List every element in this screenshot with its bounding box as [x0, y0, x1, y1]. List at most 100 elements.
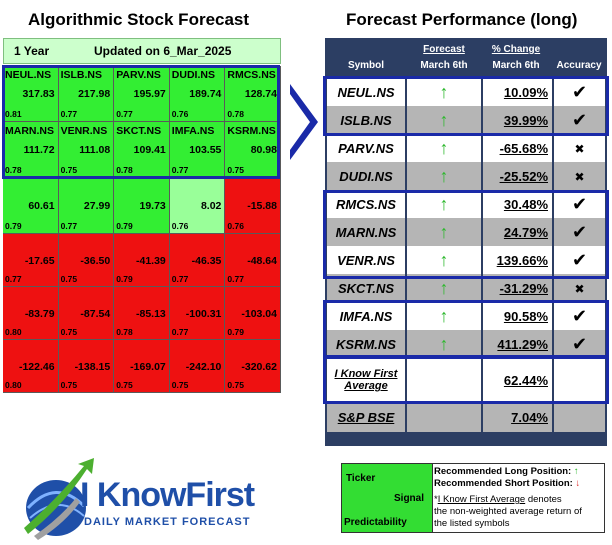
performance-row: VENR.NS ↑ 139.66% ✔	[327, 246, 605, 275]
forecast-cell: PARV.NS 195.97 0.77	[114, 66, 170, 122]
cell-predictability: 0.75	[116, 380, 133, 390]
arrow-up-icon: ↑	[439, 138, 449, 158]
average-forecast-cell	[407, 359, 481, 401]
cell-signal: -169.07	[130, 360, 166, 373]
legend-long-text: Recommended Long Position:	[434, 466, 572, 477]
forecast-cell: VENR.NS 111.08 0.75	[58, 122, 115, 178]
forecast-cell: -103.04 0.79	[225, 287, 281, 340]
row-forecast-cell: ↑	[407, 162, 481, 191]
cell-signal: 80.98	[250, 144, 277, 156]
bse-label: S&P BSE	[327, 403, 405, 432]
forecast-cell: -320.62 0.75	[225, 340, 281, 393]
arrow-up-icon: ↑	[439, 250, 449, 270]
col-forecast: Forecast	[423, 44, 465, 55]
group-box-3	[323, 300, 609, 358]
cell-signal: -122.46	[18, 360, 55, 373]
forecast-cell: RMCS.NS 128.74 0.78	[225, 66, 281, 122]
cell-predictability: 0.77	[116, 109, 133, 119]
check-icon: ✔	[554, 190, 605, 219]
performance-row: ISLB.NS ↑ 39.99% ✔	[327, 106, 605, 135]
forecast-cell: -48.64 0.77	[225, 234, 281, 287]
performance-row: MARN.NS ↑ 24.79% ✔	[327, 218, 605, 247]
cell-signal: 111.72	[23, 144, 55, 156]
legend-short: Recommended Short Position: ↓	[434, 478, 580, 489]
left-title: Algorithmic Stock Forecast	[28, 10, 250, 29]
cell-ticker: DUDI.NS	[171, 69, 215, 81]
row-forecast-cell: ↑	[407, 134, 481, 163]
row-symbol: NEUL.NS	[327, 78, 405, 107]
cell-predictability: 0.77	[60, 109, 78, 119]
arrow-up-icon: ↑	[439, 334, 449, 354]
forecast-cell: -36.50 0.75	[58, 234, 115, 287]
legend-note-link: I Know First Average	[437, 494, 526, 505]
cell-signal: 111.08	[79, 144, 111, 156]
cell-signal: 103.55	[189, 144, 222, 156]
forecast-cell: IMFA.NS 103.55 0.77	[169, 122, 226, 178]
cell-predictability: 0.75	[171, 380, 189, 390]
cell-signal: -85.13	[136, 307, 166, 320]
performance-row: PARV.NS ↑ -65.68% ✖	[327, 134, 605, 163]
forecast-cell: -87.54 0.75	[58, 287, 115, 340]
cell-signal: -242.10	[185, 360, 222, 373]
average-pct: 62.44%	[483, 359, 552, 401]
cross-icon: ✖	[554, 134, 605, 163]
row-forecast-cell: ↑	[407, 106, 481, 135]
forecast-cell: KSRM.NS 80.98 0.75	[225, 122, 281, 178]
check-icon: ✔	[554, 302, 605, 331]
check-icon: ✔	[554, 330, 605, 359]
row-pct: 10.09%	[483, 78, 552, 107]
forecast-cell: DUDI.NS 189.74 0.76	[169, 66, 226, 122]
performance-row: NEUL.NS ↑ 10.09% ✔	[327, 78, 605, 107]
bse-forecast-cell	[407, 403, 481, 432]
performance-row: IMFA.NS ↑ 90.58% ✔	[327, 302, 605, 331]
forecast-cell: 8.02 0.76	[169, 178, 226, 234]
chevron-right-icon	[290, 84, 318, 160]
forecast-grid: NEUL.NS 317.83 0.81 ISLB.NS 217.98 0.77 PARV.N…	[3, 66, 281, 393]
cross-icon: ✖	[554, 162, 605, 191]
forecast-cell: 60.61 0.79	[3, 178, 59, 234]
performance-table: Symbol Forecast March 6th % Change March…	[323, 38, 609, 446]
cell-predictability: 0.76	[171, 109, 189, 119]
forecast-cell: -83.79 0.80	[3, 287, 59, 340]
forecast-cell: -169.07 0.75	[114, 340, 170, 393]
arrow-up-icon: ↑	[439, 278, 449, 298]
row-pct: 39.99%	[483, 106, 552, 135]
group-box-average	[323, 356, 609, 404]
cell-predictability: 0.78	[116, 327, 133, 337]
row-pct: -25.52%	[483, 162, 552, 191]
cell-signal: -17.65	[24, 254, 55, 267]
cell-signal: -87.54	[80, 307, 111, 320]
cell-predictability: 0.78	[5, 165, 22, 175]
row-forecast-cell: ↑	[407, 330, 481, 359]
row-forecast-cell: ↑	[407, 218, 481, 247]
performance-row: KSRM.NS ↑ 411.29% ✔	[327, 330, 605, 359]
forecast-cell: ISLB.NS 217.98 0.77	[58, 66, 115, 122]
cell-predictability: 0.80	[5, 380, 22, 390]
cell-predictability: 0.77	[171, 327, 189, 337]
cell-predictability: 0.79	[116, 274, 133, 284]
col-symbol: Symbol	[347, 60, 385, 71]
cell-signal: 128.74	[244, 88, 277, 100]
legend-note-line1: *I Know First Average denotes	[434, 494, 562, 505]
arrow-up-icon: ↑	[439, 194, 449, 214]
legend-swatch: Ticker Signal Predictability	[342, 464, 433, 532]
cell-signal: 27.99	[83, 200, 111, 212]
legend-note-star: *	[434, 494, 438, 505]
row-pct: 24.79%	[483, 218, 552, 247]
arrow-up-icon: ↑	[439, 110, 449, 130]
cell-predictability: 0.76	[171, 221, 189, 231]
row-symbol: KSRM.NS	[327, 330, 405, 359]
cell-predictability: 0.79	[227, 327, 244, 337]
row-symbol: ISLB.NS	[327, 106, 405, 135]
average-row: I Know First Average 62.44%	[327, 359, 605, 401]
bse-row: S&P BSE 7.04%	[327, 403, 605, 432]
cell-predictability: 0.77	[227, 274, 244, 284]
cell-predictability: 0.77	[171, 274, 189, 284]
col-change: % Change	[491, 44, 541, 55]
forecast-cell: -100.31 0.77	[169, 287, 226, 340]
forecast-cell: -17.65 0.77	[3, 234, 59, 287]
row-pct: 139.66%	[483, 246, 552, 275]
forecast-cell: -46.35 0.77	[169, 234, 226, 287]
cell-signal: -100.31	[185, 307, 222, 320]
legend-signal: Signal	[394, 493, 425, 504]
